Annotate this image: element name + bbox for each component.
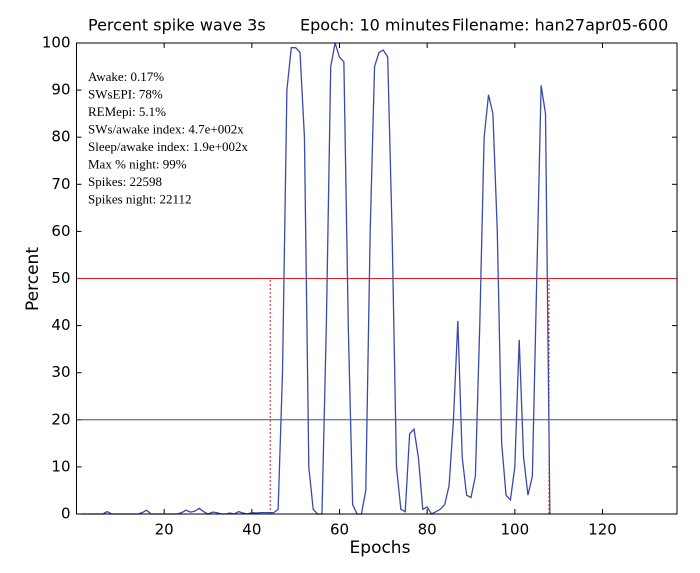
annotation: Max % night: 99% [88, 156, 187, 171]
annotation: Spikes night: 22112 [88, 191, 192, 206]
y-tick-label: 30 [51, 363, 70, 381]
x-axis-label: Epochs [350, 538, 411, 558]
y-axis-label: Percent [23, 247, 43, 311]
x-tick-label: 80 [418, 521, 437, 539]
y-tick-label: 20 [51, 410, 70, 428]
chart-title: Epoch: 10 minutes [300, 16, 450, 35]
x-tick-label: 20 [155, 521, 174, 539]
annotation: SWs/awake index: 4.7e+002x [88, 121, 244, 136]
y-tick-label: 0 [61, 505, 71, 523]
annotation: Sleep/awake index: 1.9e+002x [88, 139, 249, 154]
chart-title: Percent spike wave 3s [88, 16, 266, 35]
y-tick-label: 70 [51, 175, 70, 193]
annotation: REMepi: 5.1% [88, 104, 166, 119]
y-tick-label: 10 [51, 457, 70, 475]
y-tick-label: 40 [51, 316, 70, 334]
x-tick-label: 60 [330, 521, 349, 539]
x-tick-label: 40 [242, 521, 261, 539]
x-tick-label: 100 [501, 521, 530, 539]
y-tick-label: 50 [51, 269, 70, 287]
y-tick-label: 90 [51, 81, 70, 99]
y-tick-label: 60 [51, 222, 70, 240]
y-tick-label: 100 [42, 34, 71, 52]
x-tick-label: 120 [588, 521, 617, 539]
annotation: SWsEPI: 78% [88, 86, 163, 101]
plot-frame [76, 42, 678, 515]
annotation: Awake: 0.17% [88, 69, 164, 84]
chart-title: Filename: han27apr05-600 [452, 16, 668, 35]
y-tick-label: 80 [51, 128, 70, 146]
annotation: Spikes: 22598 [88, 174, 162, 189]
